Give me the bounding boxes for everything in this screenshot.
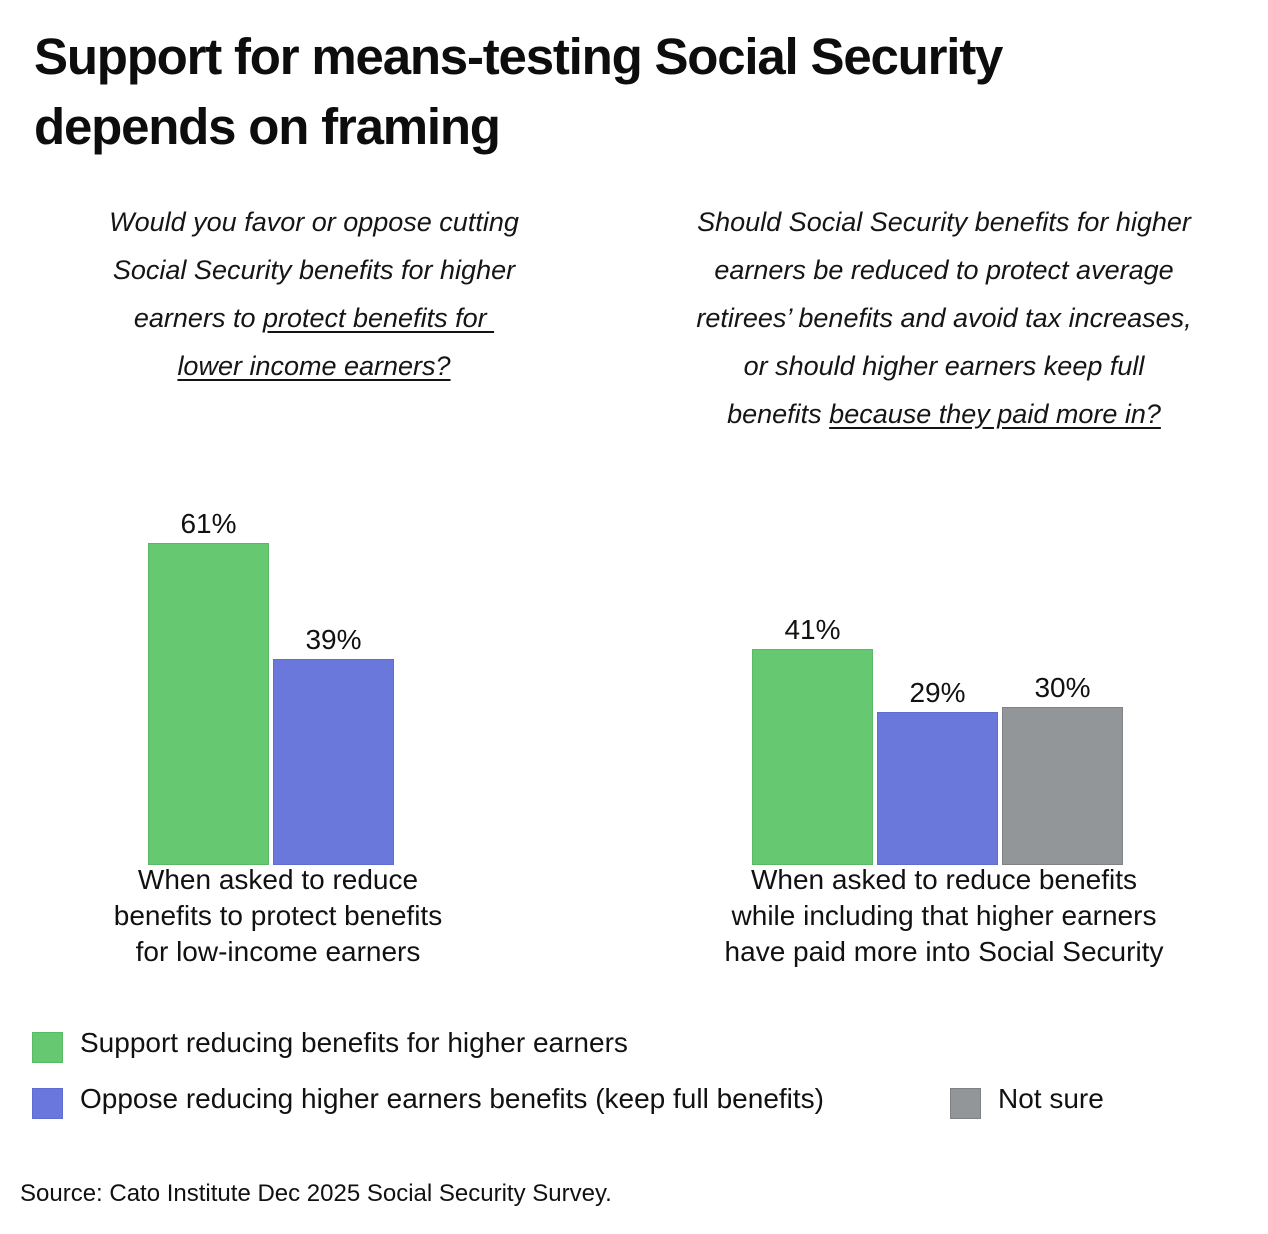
question-emphasis: protect benefits for: [262, 303, 495, 333]
question-text: earners to: [133, 303, 263, 333]
question-emphasis: because they paid more in?: [829, 399, 1161, 429]
question-text: earners be reduced to protect average: [714, 255, 1174, 285]
bar-value-label: 29%: [909, 676, 966, 708]
legend-label-not-sure: Not sure: [998, 1083, 1104, 1114]
question-line: retirees’ benefits and avoid tax increas…: [634, 294, 1254, 342]
category-label-line: When asked to reduce benefits: [750, 864, 1137, 895]
question-line: earners be reduced to protect average: [634, 246, 1254, 294]
question-line: or should higher earners keep full: [634, 342, 1254, 390]
bar-oppose: [877, 711, 998, 865]
bar-support: [148, 542, 269, 865]
left-panel-question: Would you favor or oppose cutting Social …: [64, 198, 564, 390]
question-line: lower income earners?: [64, 342, 564, 390]
bar-value-label: 61%: [180, 507, 237, 539]
bar-support: [752, 648, 873, 865]
right-category-label: When asked to reduce benefits while incl…: [684, 862, 1204, 970]
bar-value-label: 41%: [784, 613, 841, 645]
category-label-line: benefits to protect benefits: [113, 900, 443, 931]
question-text: Social Security benefits for higher: [112, 255, 516, 285]
bar-value-label: 30%: [1034, 671, 1091, 703]
bar-value-label: 39%: [305, 624, 362, 656]
legend-swatch-support: [32, 1032, 63, 1063]
question-text: benefits: [727, 399, 830, 429]
question-text: retirees’ benefits and avoid tax increas…: [696, 303, 1192, 333]
chart-title-line: depends on framing: [34, 98, 501, 155]
legend-swatch-oppose: [32, 1088, 63, 1119]
category-label-line: When asked to reduce: [137, 864, 419, 895]
question-line: earners to protect benefits for: [64, 294, 564, 342]
question-text: Should Social Security benefits for high…: [697, 207, 1191, 237]
left-category-label: When asked to reduce benefits to protect…: [58, 862, 498, 970]
chart-title-line: Support for means-testing Social Securit…: [34, 28, 1003, 85]
legend-label-oppose: Oppose reducing higher earners benefits …: [80, 1083, 824, 1114]
source-note: Source: Cato Institute Dec 2025 Social S…: [20, 1180, 612, 1207]
right-panel-question: Should Social Security benefits for high…: [634, 198, 1254, 438]
question-line: Social Security benefits for higher: [64, 246, 564, 294]
category-label-line: have paid more into Social Security: [724, 936, 1164, 967]
category-label-line: while including that higher earners: [731, 900, 1157, 931]
bar-oppose: [273, 659, 394, 865]
question-text: Would you favor or oppose cutting: [109, 207, 519, 237]
question-line: Would you favor or oppose cutting: [64, 198, 564, 246]
question-line: Should Social Security benefits for high…: [634, 198, 1254, 246]
question-text: or should higher earners keep full: [743, 351, 1145, 381]
chart-title: Support for means-testing Social Securit…: [34, 22, 1003, 162]
category-label-line: for low-income earners: [135, 936, 421, 967]
legend-swatch-not-sure: [950, 1088, 981, 1119]
bar-not-sure: [1002, 706, 1123, 865]
question-emphasis: lower income earners?: [177, 351, 451, 381]
question-line: benefits because they paid more in?: [634, 390, 1254, 438]
legend-label-support: Support reducing benefits for higher ear…: [80, 1027, 628, 1058]
